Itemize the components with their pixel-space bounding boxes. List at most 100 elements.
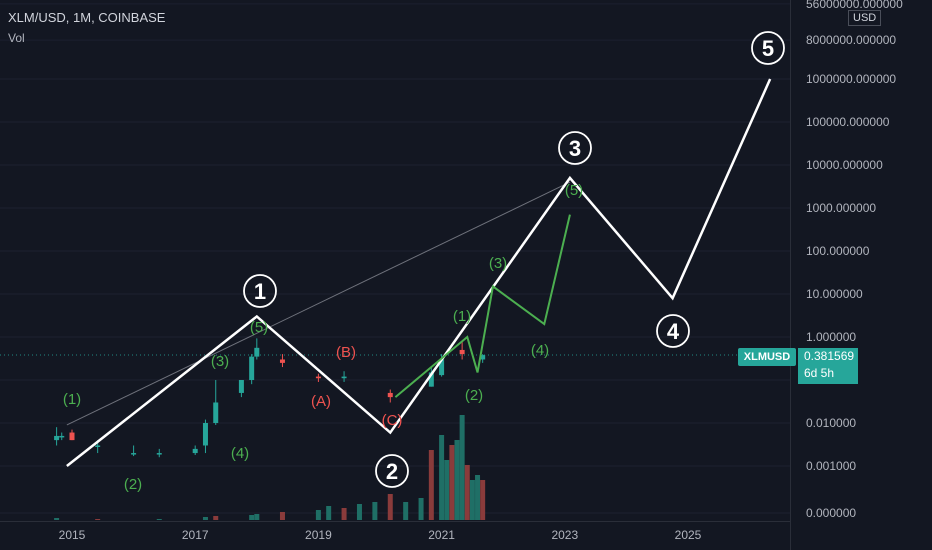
candle-body xyxy=(480,355,486,360)
candle-body xyxy=(59,435,65,438)
wave-2-circle xyxy=(375,454,409,488)
candle-body xyxy=(213,402,219,423)
symbol-badge: XLMUSD xyxy=(738,348,796,366)
volume-bar xyxy=(387,494,393,520)
price-axis-separator xyxy=(790,0,791,550)
wave-label-sub: (1) xyxy=(63,391,81,408)
price-tick-label: 0.010000 xyxy=(806,416,856,430)
volume-bar xyxy=(403,502,409,520)
volume-bar xyxy=(444,460,450,520)
wave-label-sub: (4) xyxy=(231,445,249,462)
time-tick-label: 2015 xyxy=(59,528,86,542)
volume-bar xyxy=(315,510,321,520)
candle-body xyxy=(131,453,137,455)
volume-bar xyxy=(459,415,465,520)
price-tick-label: 8000000.000000 xyxy=(806,33,896,47)
volume-bar xyxy=(279,512,285,520)
candle-body xyxy=(192,448,198,454)
volume-bar xyxy=(428,450,434,520)
wave-label-main: 3 xyxy=(569,136,581,161)
candle-body xyxy=(279,359,285,363)
volume-bar xyxy=(454,440,460,520)
volume-bar xyxy=(213,516,219,520)
wave-label-sub: (2) xyxy=(124,476,142,493)
volume-bar xyxy=(249,515,255,520)
candle-body xyxy=(238,380,244,393)
wave-3-circle xyxy=(558,131,592,165)
volume-bar xyxy=(464,465,470,520)
candle-body xyxy=(459,349,465,355)
wave-label-sub: (5) xyxy=(250,319,268,336)
price-tick-label: 1000.000000 xyxy=(806,201,876,215)
symbol-title: XLM/USD, 1M, COINBASE xyxy=(8,10,166,25)
price-tick-label: 100.000000 xyxy=(806,244,870,258)
candle-body xyxy=(428,372,434,387)
volume-bar xyxy=(156,519,162,520)
wave-label-main: 1 xyxy=(254,279,266,304)
candle-body xyxy=(95,445,101,447)
volume-bar xyxy=(95,519,101,520)
time-tick-label: 2025 xyxy=(675,528,702,542)
wave-4-circle xyxy=(656,314,690,348)
candle-body xyxy=(387,392,393,398)
last-price-tag: 0.381569 6d 5h xyxy=(798,348,858,384)
candle-body xyxy=(156,453,162,455)
wave-label-sub: (5) xyxy=(565,182,583,199)
price-tick-label: 56000000.000000 xyxy=(806,0,903,11)
volume-bar xyxy=(254,514,260,520)
wave-label-sub: (2) xyxy=(465,387,483,404)
volume-indicator-label[interactable]: Vol xyxy=(8,31,25,45)
volume-bar xyxy=(469,480,475,520)
wave-5-circle xyxy=(751,31,785,65)
time-tick-label: 2019 xyxy=(305,528,332,542)
price-tick-label: 10000.000000 xyxy=(806,158,883,172)
candles xyxy=(54,338,486,458)
time-tick-label: 2023 xyxy=(551,528,578,542)
candle-body xyxy=(249,356,255,380)
volume-bars xyxy=(54,415,486,520)
wave-label-main: 4 xyxy=(667,319,680,344)
price-tick-label: 100000.000000 xyxy=(806,115,890,129)
volume-bar xyxy=(475,475,481,520)
wave-label-main: 5 xyxy=(762,36,774,61)
wave-label-correction: (C) xyxy=(382,412,403,429)
wave-label-sub: (4) xyxy=(531,342,549,359)
price-tick-label: 10.000000 xyxy=(806,287,863,301)
sub-wave-line xyxy=(394,214,571,398)
time-tick-label: 2017 xyxy=(182,528,209,542)
last-price-value: 0.381569 xyxy=(804,349,855,363)
candle-body xyxy=(54,435,60,441)
wave-label-main: 2 xyxy=(386,459,398,484)
trend-line xyxy=(66,181,571,426)
volume-bar xyxy=(202,517,208,520)
candle-body xyxy=(315,376,321,379)
wave-1-circle xyxy=(243,274,277,308)
candle-body xyxy=(69,432,75,441)
time-axis-separator xyxy=(0,521,790,522)
volume-bar xyxy=(480,480,486,520)
volume-bar xyxy=(341,508,347,520)
candle-body xyxy=(341,376,347,379)
volume-bar xyxy=(326,506,332,520)
wave-label-correction: (B) xyxy=(336,344,356,361)
candle-body xyxy=(202,423,208,446)
price-tick-label: 1000000.000000 xyxy=(806,72,896,86)
wave-label-sub: (3) xyxy=(489,255,507,272)
volume-bar xyxy=(372,502,378,520)
wave-label-sub: (1) xyxy=(453,308,471,325)
volume-bar xyxy=(418,498,424,520)
volume-bar xyxy=(449,445,455,520)
volume-bar xyxy=(356,504,362,520)
volume-bar xyxy=(54,518,60,520)
price-tick-label: 1.000000 xyxy=(806,330,856,344)
candle-body xyxy=(439,359,445,376)
candle-body xyxy=(254,347,260,357)
volume-bar xyxy=(439,435,445,520)
currency-label[interactable]: USD xyxy=(848,10,882,26)
time-tick-label: 2021 xyxy=(428,528,455,542)
wave-label-sub: (3) xyxy=(211,353,229,370)
bar-countdown: 6d 5h xyxy=(804,366,835,380)
price-tick-label: 0.000000 xyxy=(806,506,856,520)
main-wave-line xyxy=(66,78,772,467)
